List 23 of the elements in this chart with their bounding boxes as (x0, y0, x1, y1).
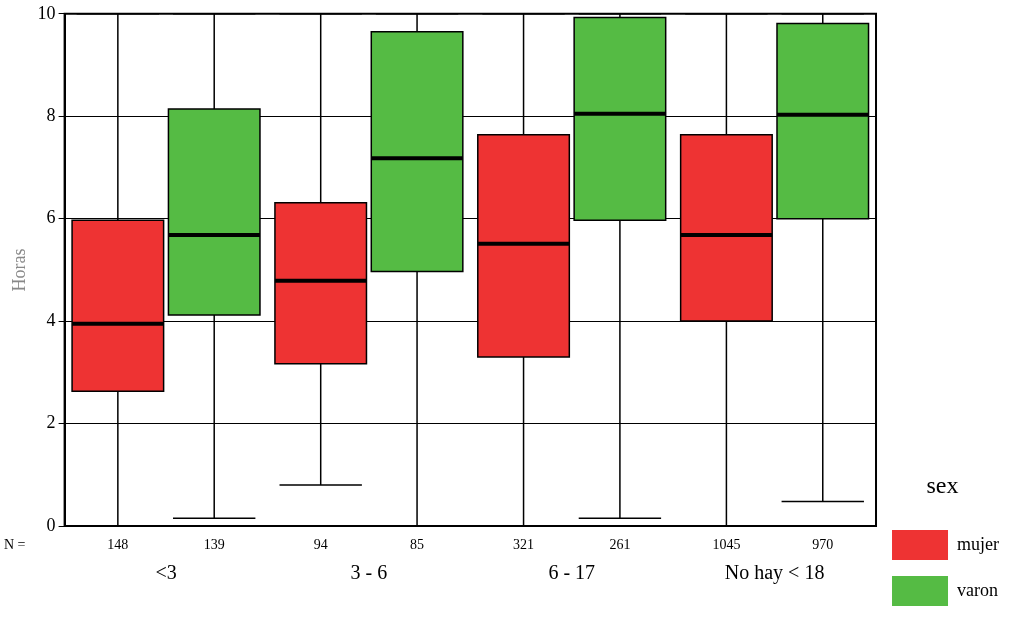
y-tick-label: 10 (37, 2, 56, 23)
legend-label: varon (957, 579, 998, 600)
text: 1045 (712, 536, 741, 552)
text: 148 (107, 536, 129, 552)
y-axis-title: Horas (8, 248, 29, 292)
y-tick-label: 2 (46, 412, 56, 433)
y-tick-label: 6 (46, 207, 56, 228)
y-tick-label: 8 (46, 104, 56, 125)
y-tick-label: 0 (46, 514, 56, 535)
legend-label: mujer (957, 533, 1000, 554)
text: N = (4, 536, 26, 552)
x-tick-label: 3 - 6 (350, 561, 388, 584)
text: 85 (410, 536, 425, 552)
text: 970 (812, 536, 834, 552)
x-tick-label: No hay < 18 (724, 561, 825, 585)
text: 261 (609, 536, 631, 552)
text: 321 (513, 536, 535, 552)
x-tick-label: 6 - 17 (548, 561, 596, 584)
text: 139 (203, 536, 225, 552)
legend-title: sex (926, 472, 959, 499)
x-tick-label: <3 (155, 561, 177, 584)
y-tick-label: 4 (46, 309, 56, 330)
text: 94 (313, 536, 328, 552)
